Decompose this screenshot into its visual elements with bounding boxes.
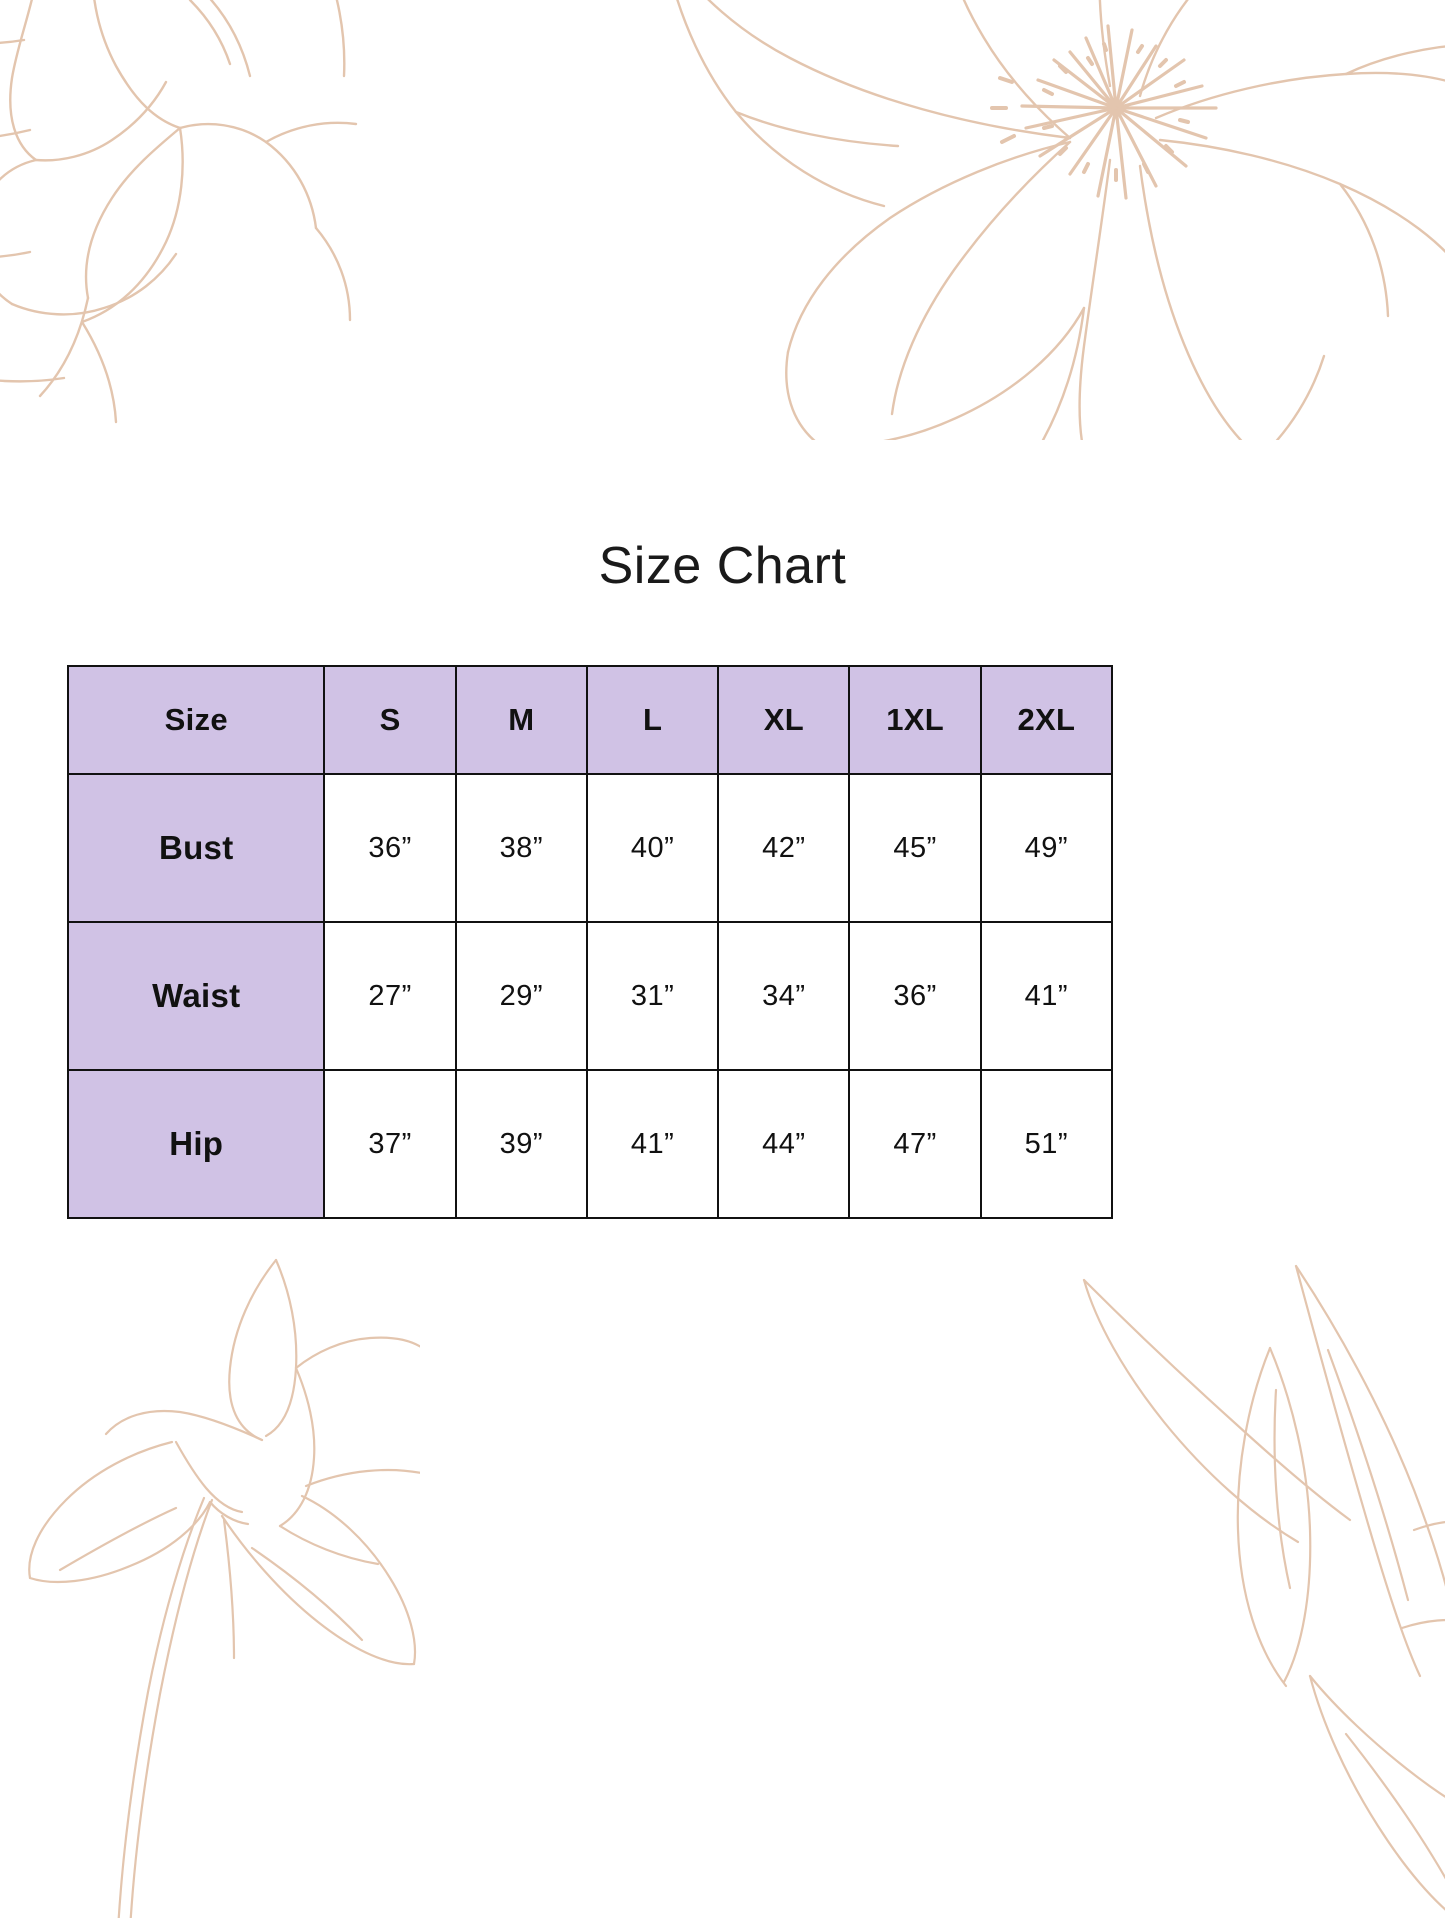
table-row: Bust 36” 38” 40” 42” 45” 49” [66,773,1114,923]
cell-bust-1xl: 45” [848,773,982,923]
page-title: Size Chart [598,537,847,595]
row-label-waist: Waist [66,921,326,1071]
cell-bust-xl: 42” [717,773,851,923]
flower-bloom-icon [640,0,1445,460]
cell-hip-2xl: 51” [979,1069,1114,1219]
table-row: Waist 27” 29” 31” 34” 36” 41” [66,921,1114,1071]
table-body: Bust 36” 38” 40” 42” 45” 49” Waist 27” 2… [66,773,1114,1219]
header-corner-size: Size [66,665,326,775]
cell-waist-2xl: 41” [979,921,1114,1071]
cell-hip-l: 41” [585,1069,720,1219]
table-row: Hip 37” 39” 41” 44” 47” 51” [66,1069,1114,1219]
cell-bust-s: 36” [323,773,457,923]
header-size-m: M [454,665,588,775]
header-size-2xl: 2XL [979,665,1114,775]
cell-hip-s: 37” [323,1069,457,1219]
header-size-s: S [323,665,457,775]
row-label-hip: Hip [66,1069,326,1219]
cell-hip-1xl: 47” [848,1069,982,1219]
cell-hip-xl: 44” [717,1069,851,1219]
cell-waist-xl: 34” [717,921,851,1071]
row-label-bust: Bust [66,773,326,923]
flower-outline-icon [0,0,370,440]
cell-hip-m: 39” [454,1069,588,1219]
table-header: Size S M L XL 1XL 2XL [66,665,1114,775]
size-chart-table: Size S M L XL 1XL 2XL Bust 36” 38” 40” 4… [66,665,1114,1219]
cell-bust-m: 38” [454,773,588,923]
cell-waist-1xl: 36” [848,921,982,1071]
cell-waist-m: 29” [454,921,588,1071]
header-row: Size S M L XL 1XL 2XL [66,665,1114,775]
header-size-l: L [585,665,720,775]
cell-bust-2xl: 49” [979,773,1114,923]
header-size-1xl: 1XL [848,665,982,775]
cell-bust-l: 40” [585,773,720,923]
leaf-outline-icon [1010,1230,1445,1918]
header-size-xl: XL [717,665,851,775]
cell-waist-s: 27” [323,921,457,1071]
flower-stem-icon [0,1230,432,1918]
cell-waist-l: 31” [585,921,720,1071]
